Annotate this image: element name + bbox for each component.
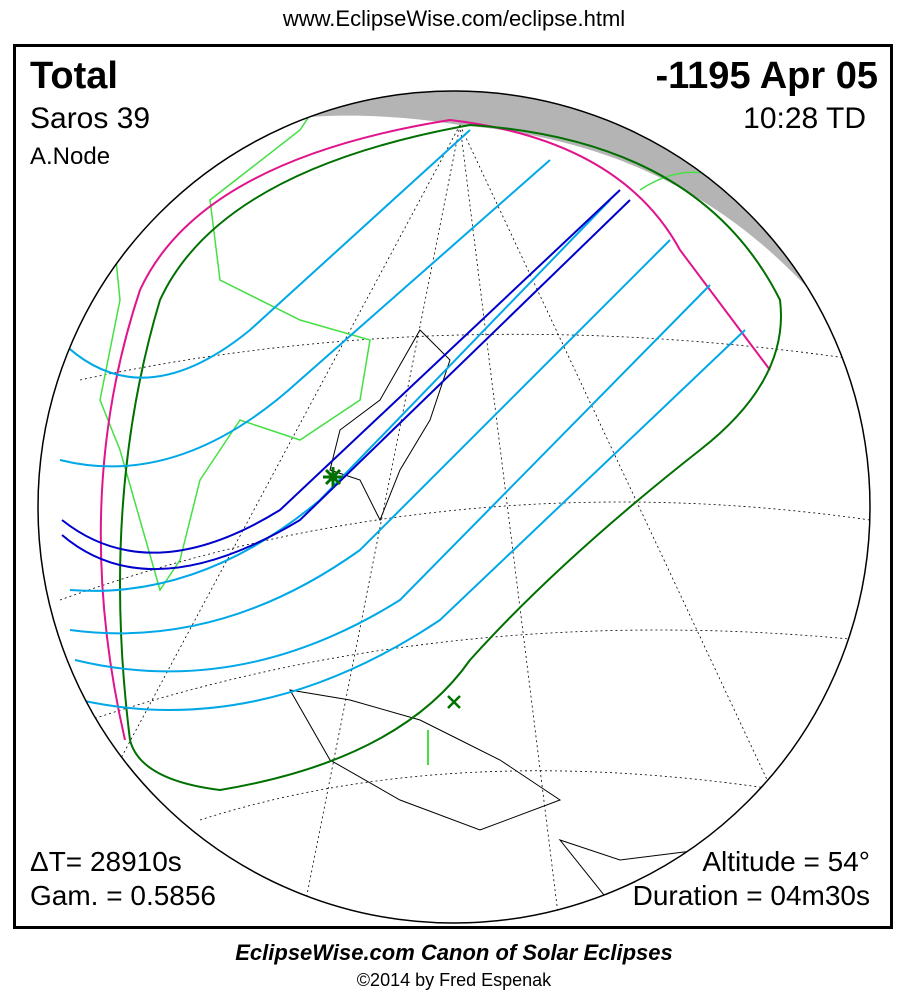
saros-number: Saros 39 xyxy=(30,102,151,135)
rise-set-curve xyxy=(99,118,771,741)
star-marker-icon xyxy=(323,467,343,487)
delta-t: ΔT= 28910s xyxy=(30,846,182,877)
graticule xyxy=(59,124,870,923)
penumbra-limit xyxy=(119,123,782,792)
central-path-limits xyxy=(61,189,631,571)
globe xyxy=(38,91,870,923)
altitude: Altitude = 54° xyxy=(702,846,870,877)
canon-title: EclipseWise.com Canon of Solar Eclipses xyxy=(235,940,673,965)
globe-outline xyxy=(37,90,871,924)
map-frame xyxy=(13,44,893,929)
eclipse-date: -1195 Apr 05 xyxy=(655,55,878,97)
gamma: Gam. = 0.5856 xyxy=(30,880,217,911)
eclipse-time: 10:28 TD xyxy=(743,102,866,135)
copyright: ©2014 by Fred Espenak xyxy=(356,970,552,990)
source-url: www.EclipseWise.com/eclipse.html xyxy=(282,6,626,31)
duration: Duration = 04m30s xyxy=(632,880,870,911)
x-marker-icon xyxy=(447,695,461,709)
node: A.Node xyxy=(30,143,111,170)
eclipse-type: Total xyxy=(30,55,118,97)
night-region xyxy=(40,91,870,380)
partial-eclipse-lines xyxy=(59,129,746,711)
